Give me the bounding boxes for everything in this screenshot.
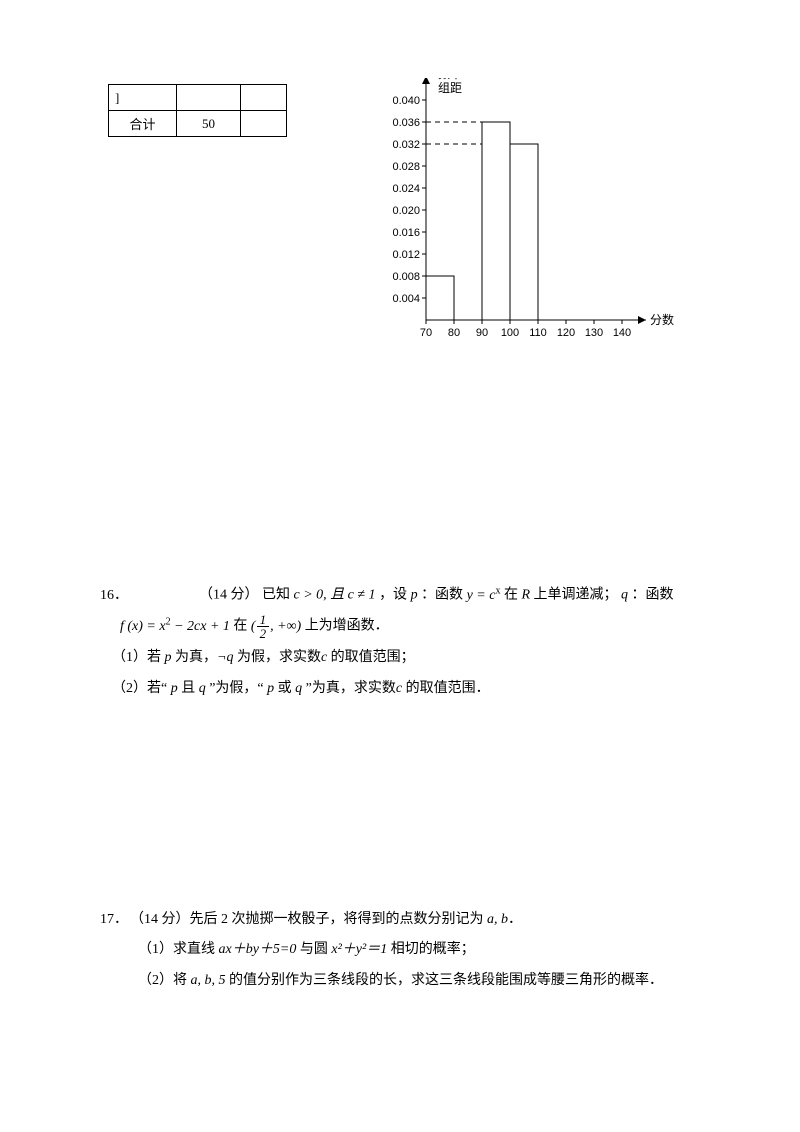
text: 的值分别作为三条线段的长，求这三条线段能围成等腰三角形的概率． (229, 973, 663, 988)
math: ax＋by＋5=0 (219, 942, 297, 957)
math: c (396, 681, 402, 696)
math: R (521, 588, 530, 603)
frequency-table: ] 合计 50 (108, 84, 287, 137)
svg-text:70: 70 (420, 327, 432, 339)
histogram-chart: 0.004 0.008 0.012 0.016 0.020 0.024 0.028 0.032… (360, 78, 720, 378)
text: ：函数 (421, 588, 463, 603)
cell (241, 111, 287, 137)
q17-line1: 17．（14 分）先后 2 次抛掷一枚骰子，将得到的点数分别记为 a, b． (100, 905, 710, 936)
text: 为假，求实数 (237, 650, 321, 665)
math: y = cx (467, 588, 501, 603)
text: 上为增函数． (305, 619, 389, 634)
cell: 合计 (109, 111, 177, 137)
table-row: 合计 50 (109, 111, 287, 137)
q17-sub1: （1）求直线 ax＋by＋5=0 与圆 x²＋y²＝1 相切的概率； (100, 935, 710, 966)
q16-sub2: （2）若“ p 且 q ”为假，“ p 或 q ”为真，求实数c 的取值范围． (100, 674, 710, 705)
math: p (171, 681, 178, 696)
svg-text:0.016: 0.016 (392, 227, 420, 239)
text: ． (508, 912, 522, 927)
math: q (199, 681, 206, 696)
svg-text:0.028: 0.028 (392, 161, 420, 173)
math: p (411, 588, 418, 603)
text: 的取值范围； (331, 650, 415, 665)
histogram-svg: 0.004 0.008 0.012 0.016 0.020 0.024 0.028 0.032… (360, 78, 720, 378)
svg-text:0.032: 0.032 (392, 139, 420, 151)
math: q (621, 588, 628, 603)
svg-text:100: 100 (501, 327, 519, 339)
text: （1）若 (112, 650, 161, 665)
text: ，设 (379, 588, 407, 603)
q-number: 17． (100, 905, 130, 936)
q17-sub2: （2）将 a, b, 5 的值分别作为三条线段的长，求这三条线段能围成等腰三角形… (100, 966, 710, 997)
svg-text:80: 80 (448, 327, 460, 339)
text: 或 (278, 681, 292, 696)
text: （2）若“ (112, 681, 167, 696)
q16-line2: f (x) = x2 − 2cx + 1 在 (12, +∞) 上为增函数． (100, 611, 710, 642)
cell: ] (109, 85, 177, 111)
text: 在 (504, 588, 518, 603)
svg-text:分数: 分数 (650, 312, 674, 327)
text: 相切的概率； (391, 942, 475, 957)
text: 为真， (175, 650, 217, 665)
math: q (295, 681, 302, 696)
math: p (165, 650, 172, 665)
math: p (267, 681, 274, 696)
svg-text:0.020: 0.020 (392, 205, 420, 217)
math: x²＋y²＝1 (331, 942, 387, 957)
text: （1）求直线 (138, 942, 215, 957)
text: 上单调递减； (534, 588, 618, 603)
cell (241, 85, 287, 111)
text: 且 (181, 681, 195, 696)
text: 的取值范围． (406, 681, 490, 696)
math: a, b, 5 (191, 973, 226, 988)
svg-text:0.040: 0.040 (392, 95, 420, 107)
q-score: （14 分） (199, 588, 259, 603)
text: ：函数 (632, 588, 674, 603)
text: ”为真，求实数 (306, 681, 396, 696)
text: 在 (233, 619, 247, 634)
table: ] 合计 50 (108, 84, 287, 137)
svg-text:0.036: 0.036 (392, 117, 420, 129)
text: 与圆 (300, 942, 328, 957)
svg-text:0.004: 0.004 (392, 293, 420, 305)
q16-line1: 16． （14 分） 已知 c > 0, 且 c ≠ 1 ，设 p ：函数 y … (100, 580, 710, 611)
cell (177, 85, 241, 111)
question-16: 16． （14 分） 已知 c > 0, 且 c ≠ 1 ，设 p ：函数 y … (100, 580, 710, 705)
text: 已知 (262, 588, 290, 603)
math: c > 0, 且 c ≠ 1 (294, 588, 376, 603)
math: ¬q (217, 650, 233, 665)
svg-text:120: 120 (557, 327, 575, 339)
math: f (x) = x2 − 2cx + 1 (120, 619, 230, 634)
question-17: 17．（14 分）先后 2 次抛掷一枚骰子，将得到的点数分别记为 a, b． （… (100, 905, 710, 997)
svg-text:90: 90 (476, 327, 488, 339)
q16-sub1: （1）若 p 为真，¬q 为假，求实数c 的取值范围； (100, 643, 710, 674)
math: a, b (487, 912, 508, 927)
text: ”为假，“ (209, 681, 263, 696)
text: 先后 2 次抛掷一枚骰子，将得到的点数分别记为 (190, 912, 484, 927)
math: (12, +∞) (251, 619, 301, 634)
q-score: （14 分） (130, 912, 190, 927)
svg-text:130: 130 (585, 327, 603, 339)
problems-section: 16． （14 分） 已知 c > 0, 且 c ≠ 1 ，设 p ：函数 y … (100, 580, 710, 997)
q-number: 16． (100, 581, 130, 612)
svg-text:0.008: 0.008 (392, 271, 420, 283)
svg-text:110: 110 (529, 327, 547, 339)
svg-text:0.024: 0.024 (392, 183, 420, 195)
cell: 50 (177, 111, 241, 137)
svg-text:140: 140 (613, 327, 631, 339)
svg-text:0.012: 0.012 (392, 249, 420, 261)
math: c (321, 650, 327, 665)
text: （2）将 (138, 973, 187, 988)
svg-text:组距: 组距 (438, 81, 462, 95)
table-row: ] (109, 85, 287, 111)
